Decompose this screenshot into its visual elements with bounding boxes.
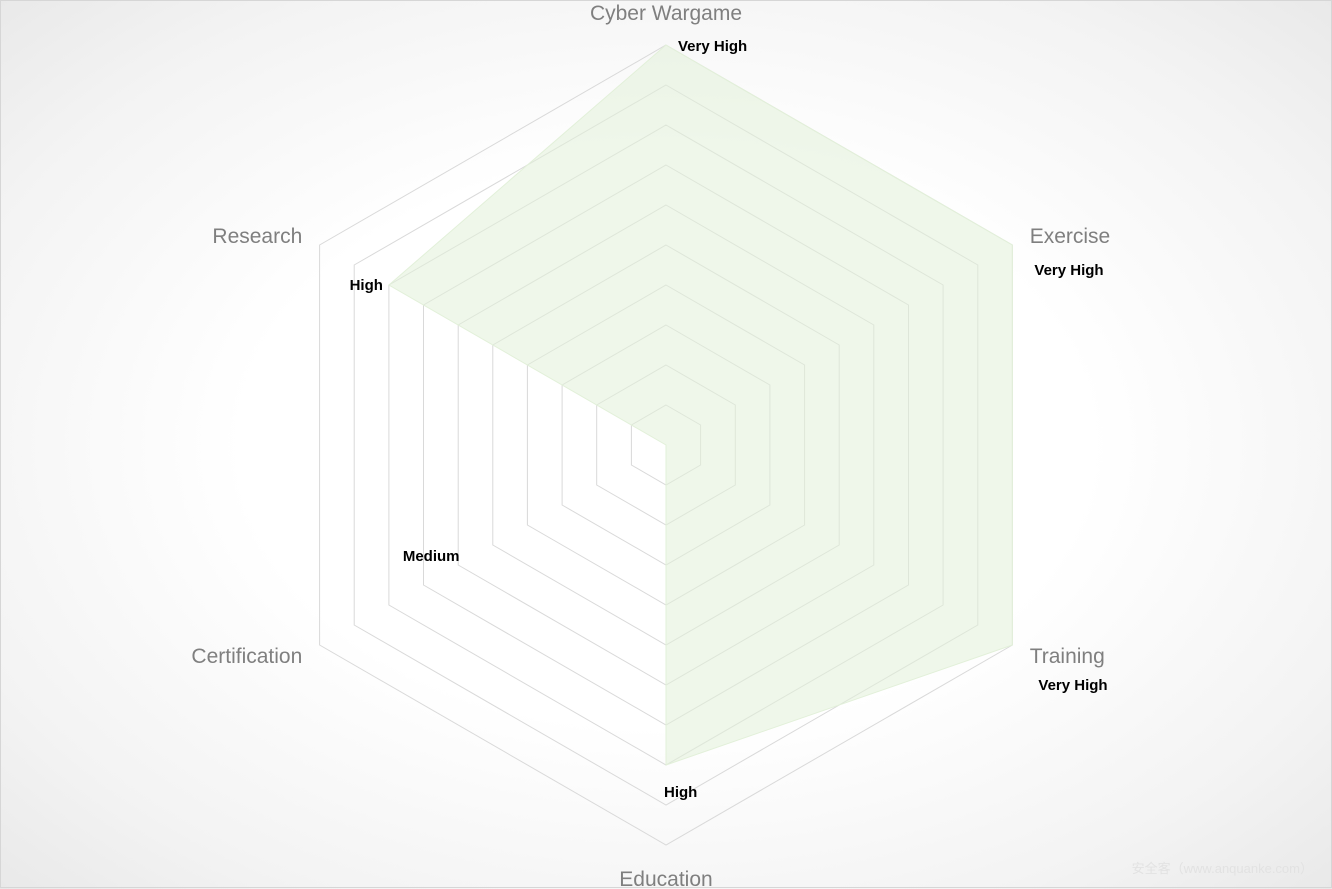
- axis-label-research: Research: [212, 225, 302, 248]
- axis-label-certification: Certification: [191, 645, 302, 668]
- data-label-education: High: [664, 784, 697, 801]
- axis-label-cyber-wargame: Cyber Wargame: [590, 2, 742, 25]
- series-area-0: [388, 44, 1013, 766]
- data-label-training: Very High: [1038, 677, 1107, 694]
- axis-label-exercise: Exercise: [1030, 225, 1111, 248]
- data-label-research: High: [350, 277, 383, 294]
- data-label-exercise: Very High: [1034, 262, 1103, 279]
- data-label-cyber-wargame: Very High: [678, 38, 747, 55]
- axis-label-training: Training: [1030, 645, 1105, 668]
- series-layer: [388, 44, 1013, 766]
- axis-label-education: Education: [619, 868, 712, 889]
- label-layer: Cyber Wargame Exercise Training Education Ce…: [191, 2, 1110, 889]
- data-label-certification: Medium: [403, 548, 460, 565]
- watermark-text: 安全客（www.anquanke.com）: [1131, 861, 1313, 876]
